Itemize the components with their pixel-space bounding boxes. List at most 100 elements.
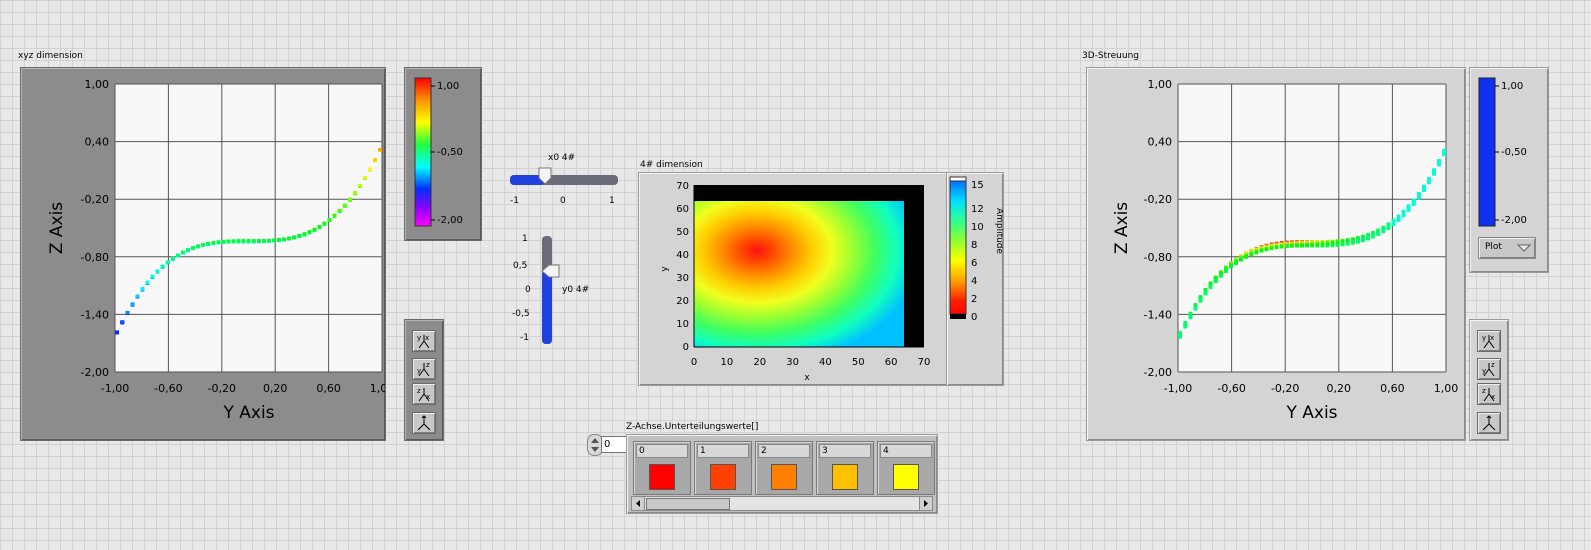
scatter-point [1208,285,1213,289]
scatter-point [231,239,236,243]
slider-y-tick: -0,5 [512,309,530,319]
svg-text:z: z [426,361,430,369]
scroll-left-button[interactable] [632,497,645,510]
scatter-point [1239,258,1243,262]
graph-right-plot-area[interactable] [1178,84,1446,372]
scatter-point [363,176,367,180]
color-swatch[interactable] [649,464,675,490]
scatter-point [262,239,266,243]
graph-right-colorbar-tick: 1,00 [1501,81,1523,92]
intensity-map [694,201,904,347]
scatter-point [297,234,302,238]
graph-left-label: xyz dimension [18,51,83,61]
axes-3d-button[interactable] [1477,412,1501,434]
scatter-point [1376,232,1380,236]
scatter-point [277,238,281,242]
scatter-point [130,302,135,306]
array-element-index: 1 [697,444,749,458]
color-swatch[interactable] [893,464,919,490]
color-swatch[interactable] [771,464,797,490]
intensity-ytick: 0 [683,342,689,353]
scatter-point [342,203,347,207]
graph-left-xtick: 1,00 [370,382,385,395]
array-scrollbar[interactable] [631,496,933,511]
slider-y-label: y0 4# [562,285,590,295]
array-element[interactable]: 1 [694,441,752,495]
scatter-point [165,260,170,264]
svg-text:y: y [1482,367,1486,375]
scatter-point [120,320,125,324]
scatter-point [1188,315,1193,320]
scatter-point [272,238,276,242]
intensity-ytick: 60 [676,204,689,215]
scatter-point [115,330,119,334]
intensity-colorbar-tick: 15 [971,180,984,191]
scatter-point [1269,246,1274,251]
scatter-point [302,232,307,236]
scatter-point [181,250,185,254]
array-frame: 0 1 2 3 4 [626,434,938,514]
scatter-point [373,158,377,162]
slider-x-thumb[interactable] [537,167,553,185]
scatter-point [171,256,175,260]
svg-text:y: y [1482,334,1486,342]
plot-select-button[interactable]: Plot [1478,237,1536,259]
color-swatch[interactable] [832,464,858,490]
graph-right-frame: -1,00 -0,60 -0,20 0,20 0,60 1,00 1,00 0,… [1086,67,1466,441]
slider-y-thumb[interactable] [540,263,560,279]
graph-right-xtick: 1,00 [1434,382,1459,395]
graph-right-ztick: -0,80 [1144,251,1172,264]
color-swatch[interactable] [710,464,736,490]
graph-left-plot-area[interactable] [115,84,382,372]
svg-text:x: x [425,334,429,342]
scatter-point [257,239,261,243]
scatter-point [1422,188,1426,193]
slider-x-fill [510,175,545,185]
graph-left-xtick: -1,00 [101,382,129,395]
intensity-xtick: 50 [852,357,865,368]
graph-left-z-axis-title: Z Axis [47,202,67,254]
scatter-point [1229,265,1233,269]
graph-right-ztick: -0,20 [1144,193,1172,206]
axes-3d-button[interactable] [412,412,436,434]
scatter-point [1285,244,1289,249]
scatter-point [1254,251,1259,255]
intensity-colorbar-tick: 6 [971,258,977,269]
array-element[interactable]: 2 [755,441,813,495]
plot-button-label: Plot [1485,242,1502,252]
intensity-ytick: 40 [676,250,689,261]
array-index-input[interactable]: 0 [601,436,627,453]
graph-left-colorbar[interactable] [414,77,432,227]
intensity-colorbar[interactable] [949,180,967,315]
graph-left-xtick: 0,20 [263,382,288,395]
array-element[interactable]: 3 [816,441,874,495]
scroll-right-button[interactable] [919,497,932,510]
scatter-point [1219,274,1223,278]
scroll-thumb[interactable] [646,498,730,510]
graph-left-ztick: -1,40 [81,308,109,321]
scatter-point [1249,253,1254,257]
graph-left-xtick: -0,20 [208,382,236,395]
slider-x-track[interactable] [510,175,618,185]
scatter-point [140,287,145,291]
scatter-point [1244,255,1248,259]
scatter-point [1371,235,1375,239]
scatter-point [201,243,205,247]
intensity-colorbar-tick: 4 [971,276,977,287]
array-element[interactable]: 4 [877,441,935,495]
graph-right-colorbar[interactable] [1478,77,1496,227]
array-element[interactable]: 0 [633,441,691,495]
graph-right-xtick: -0,60 [1217,382,1245,395]
scatter-point [1193,307,1198,311]
intensity-colorbar-tick: 10 [971,222,984,233]
scatter-point [246,239,251,243]
graph-right-ztick: -2,00 [1144,366,1172,379]
scatter-point [307,230,312,234]
